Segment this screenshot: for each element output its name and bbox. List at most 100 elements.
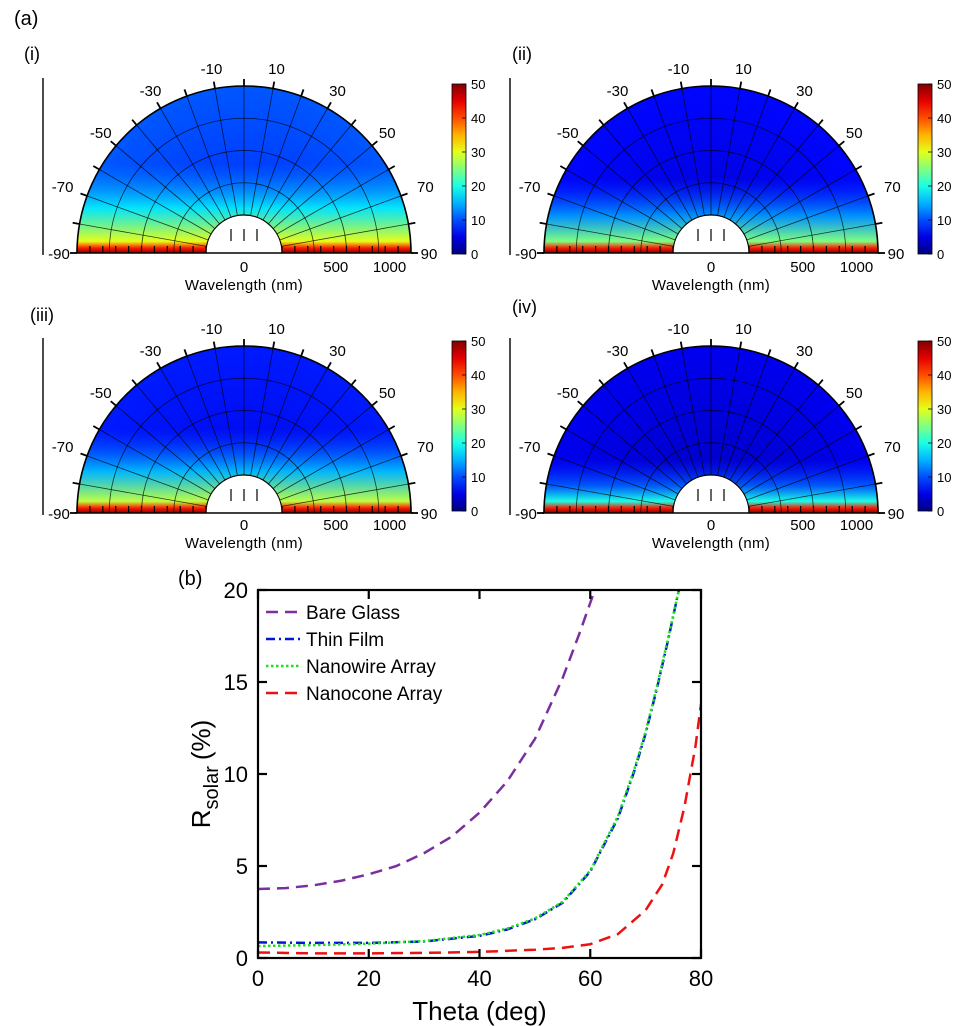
- polar-arc-tick: [577, 400, 584, 407]
- polar-grid-spoke: [279, 455, 402, 501]
- polar-xlabel: Wavelength (nm): [185, 277, 303, 294]
- polar-angle-label: -70: [52, 179, 74, 196]
- polar-grid-spoke: [272, 405, 373, 489]
- polar-grid-spoke: [582, 145, 683, 229]
- polar-grid-spoke: [186, 95, 232, 218]
- polar-grid-spoke: [86, 195, 209, 241]
- polar-angle-label: 10: [735, 61, 752, 78]
- polar-grid-spoke: [160, 108, 226, 221]
- polar-angle-label: 50: [379, 385, 396, 402]
- polar-grid-spoke: [723, 95, 769, 218]
- polar-wavelength-label: 0: [707, 259, 715, 276]
- polar-grid-spoke: [735, 124, 819, 225]
- polar-angle-label: -30: [140, 343, 162, 360]
- colorbar-tick-label: 10: [937, 213, 951, 228]
- polar-outer-arc: [76, 345, 412, 514]
- colorbar-tick-label: 50: [937, 334, 951, 349]
- polar-wavelength-label: 1000: [373, 517, 406, 534]
- polar-xlabel: Wavelength (nm): [185, 535, 303, 552]
- colorbar-tick-label: 50: [471, 334, 485, 349]
- polar-angle-label: 10: [268, 61, 285, 78]
- polar-angle-label: -30: [140, 83, 162, 100]
- legend-label: Nanowire Array: [306, 657, 436, 678]
- polar-grid-spoke: [739, 405, 840, 489]
- polar-angle-label: -90: [515, 246, 537, 263]
- x-axis-title: Theta (deg): [412, 996, 546, 1026]
- polar-grid-spoke: [262, 108, 328, 221]
- colorbar-tick-label: 50: [471, 77, 485, 92]
- polar-grid-spoke: [262, 368, 328, 481]
- polar-grid-spoke: [214, 348, 238, 476]
- polar-angle-label: -50: [90, 385, 112, 402]
- polar-angle-label: -50: [557, 385, 579, 402]
- colorbar-tick-label: 30: [471, 145, 485, 160]
- x-tick-label: 0: [252, 966, 264, 991]
- polar-arc-tick: [875, 481, 883, 485]
- colorbar-tick-label: 20: [471, 179, 485, 194]
- polar-arc-tick: [539, 221, 547, 225]
- colorbar-tick-label: 0: [471, 247, 478, 262]
- polar-arc-tick: [388, 165, 396, 171]
- colorbar-tick-label: 40: [937, 368, 951, 383]
- polar-grid-spoke: [256, 95, 302, 218]
- polar-grid-spoke: [256, 355, 302, 478]
- legend-label: Nanocone Array: [306, 684, 443, 705]
- polar-grid-spoke: [86, 455, 209, 501]
- polar-outer-arc: [543, 345, 879, 514]
- polar-arc-tick: [679, 341, 683, 349]
- polar-arc-tick: [408, 481, 416, 485]
- polar-angle-label: -90: [48, 246, 70, 263]
- polar-arc-tick: [817, 379, 824, 386]
- colorbar-tick-label: 30: [937, 402, 951, 417]
- y-tick-label: 0: [236, 946, 248, 971]
- polar-arc-tick: [623, 101, 629, 109]
- polar-angle-label: 70: [884, 179, 901, 196]
- polar-arc-tick: [272, 81, 276, 89]
- colorbar-tick-label: 50: [937, 77, 951, 92]
- colorbar-tick-label: 0: [937, 247, 944, 262]
- polar-grid-spoke: [553, 195, 676, 241]
- polar-grid-spoke: [566, 429, 679, 495]
- polar-grid-spoke: [627, 368, 693, 481]
- colorbar-tick-label: 20: [937, 436, 951, 451]
- polar-arc-tick: [855, 425, 863, 431]
- polar-wavelength-label: 500: [790, 517, 815, 534]
- polar-arc-tick: [156, 361, 162, 369]
- polar-arc-tick: [326, 101, 332, 109]
- polar-arc-tick: [300, 349, 305, 357]
- x-tick-label: 60: [578, 966, 602, 991]
- polar-arc-tick: [623, 361, 629, 369]
- polar-angle-label: 50: [379, 125, 396, 142]
- polar-xlabel: Wavelength (nm): [652, 535, 770, 552]
- polar-angle-label: 10: [268, 321, 285, 338]
- polar-arc-tick: [326, 361, 332, 369]
- polar-grid-spoke: [115, 405, 216, 489]
- polar-grid-spoke: [268, 384, 352, 485]
- polar-arc-tick: [598, 119, 605, 126]
- polar-arc-tick: [767, 89, 772, 97]
- x-tick-label: 40: [467, 966, 491, 991]
- polar-outer-arc: [76, 85, 412, 254]
- polar-arc-tick: [272, 341, 276, 349]
- polar-arc-tick: [793, 361, 799, 369]
- polar-panel-2: -10 10-30 30-50 50-70 70-90 900 500 1000Wavelen…: [509, 44, 951, 294]
- polar-grid-spoke: [723, 355, 769, 478]
- polar-grid-spoke: [735, 384, 819, 485]
- polar-grid-spoke: [214, 88, 238, 216]
- colorbar-tick-label: 40: [471, 368, 485, 383]
- polar-arc-tick: [739, 341, 743, 349]
- polar-panel-3: -10 10-30 30-50 50-70 70-90 900 500 1000Wavelen…: [30, 305, 485, 552]
- polar-angle-label: -50: [90, 125, 112, 142]
- polar-grid-spoke: [743, 169, 856, 235]
- legend-label: Thin Film: [306, 630, 384, 651]
- polar-arc-tick: [110, 140, 117, 147]
- polar-angle-label: 90: [888, 246, 905, 263]
- polar-grid-spoke: [748, 483, 876, 507]
- polar-wavelength-label: 500: [323, 517, 348, 534]
- polar-angle-label: -50: [557, 125, 579, 142]
- polar-grid-spoke: [748, 223, 876, 247]
- polar-grid-spoke: [186, 355, 232, 478]
- y-axis-title-main: R: [186, 810, 216, 829]
- polar-panels: -10 10-30 30-50 50-70 70-90 900 500 1000Wavelen…: [24, 44, 951, 552]
